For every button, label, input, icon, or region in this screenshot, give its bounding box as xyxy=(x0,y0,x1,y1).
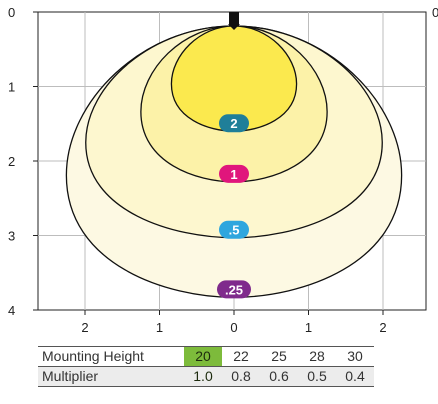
isofootcandle-chart: 2 1 .5 .25 0 1 2 3 4 2 1 0 1 2 0 xyxy=(8,5,438,335)
row-label: Multiplier xyxy=(38,366,184,387)
right-edge-tick: 0 xyxy=(432,5,438,20)
luminaire-icon xyxy=(228,12,240,30)
x-tick-label: 1 xyxy=(305,320,312,335)
x-axis-ticks: 2 1 0 1 2 xyxy=(81,310,387,335)
contour-label-badge: 1 xyxy=(219,164,249,183)
x-tick-label: 2 xyxy=(379,320,386,335)
badge-text: .5 xyxy=(229,223,240,238)
table-cell: 22 xyxy=(222,346,260,367)
badge-background xyxy=(219,114,249,133)
table-cell: 20 xyxy=(184,346,222,367)
table-cell: 28 xyxy=(298,346,336,367)
y-tick-label: 3 xyxy=(8,229,15,244)
table-cell: 25 xyxy=(260,346,298,367)
table-cell: 1.0 xyxy=(184,366,222,387)
x-tick-label: 0 xyxy=(230,320,237,335)
badge-text: 2 xyxy=(230,116,237,131)
badge-background xyxy=(217,280,251,299)
y-tick-label: 4 xyxy=(8,303,15,318)
badge-text: .25 xyxy=(225,282,243,297)
table-row: Mounting Height 20 22 25 28 30 xyxy=(38,346,374,367)
table-cell: 0.8 xyxy=(222,366,260,387)
table-cell: 0.6 xyxy=(260,366,298,387)
table-cell: 30 xyxy=(336,346,374,367)
y-tick-label: 0 xyxy=(8,5,15,20)
contour-label-badge: .5 xyxy=(219,220,249,239)
row-label: Mounting Height xyxy=(38,346,184,367)
badge-text: 1 xyxy=(230,167,237,182)
x-tick-label: 1 xyxy=(156,320,163,335)
y-axis-ticks: 0 1 2 3 4 xyxy=(8,5,38,318)
y-tick-label: 1 xyxy=(8,80,15,95)
contours xyxy=(65,25,403,298)
x-tick-label: 2 xyxy=(81,320,88,335)
mounting-height-table: Mounting Height 20 22 25 28 30 Multiplier 1.0 0.… xyxy=(38,346,374,387)
contour-label-badge: .25 xyxy=(217,280,251,299)
badge-background xyxy=(219,164,249,183)
table-cell: 0.5 xyxy=(298,366,336,387)
y-tick-label: 2 xyxy=(8,154,15,169)
table-row: Multiplier 1.0 0.8 0.6 0.5 0.4 xyxy=(38,366,374,387)
contour-label-badge: 2 xyxy=(219,114,249,133)
badge-background xyxy=(219,220,249,239)
contour-labels: 2 1 .5 .25 xyxy=(217,114,251,299)
table-cell: 0.4 xyxy=(336,366,374,387)
